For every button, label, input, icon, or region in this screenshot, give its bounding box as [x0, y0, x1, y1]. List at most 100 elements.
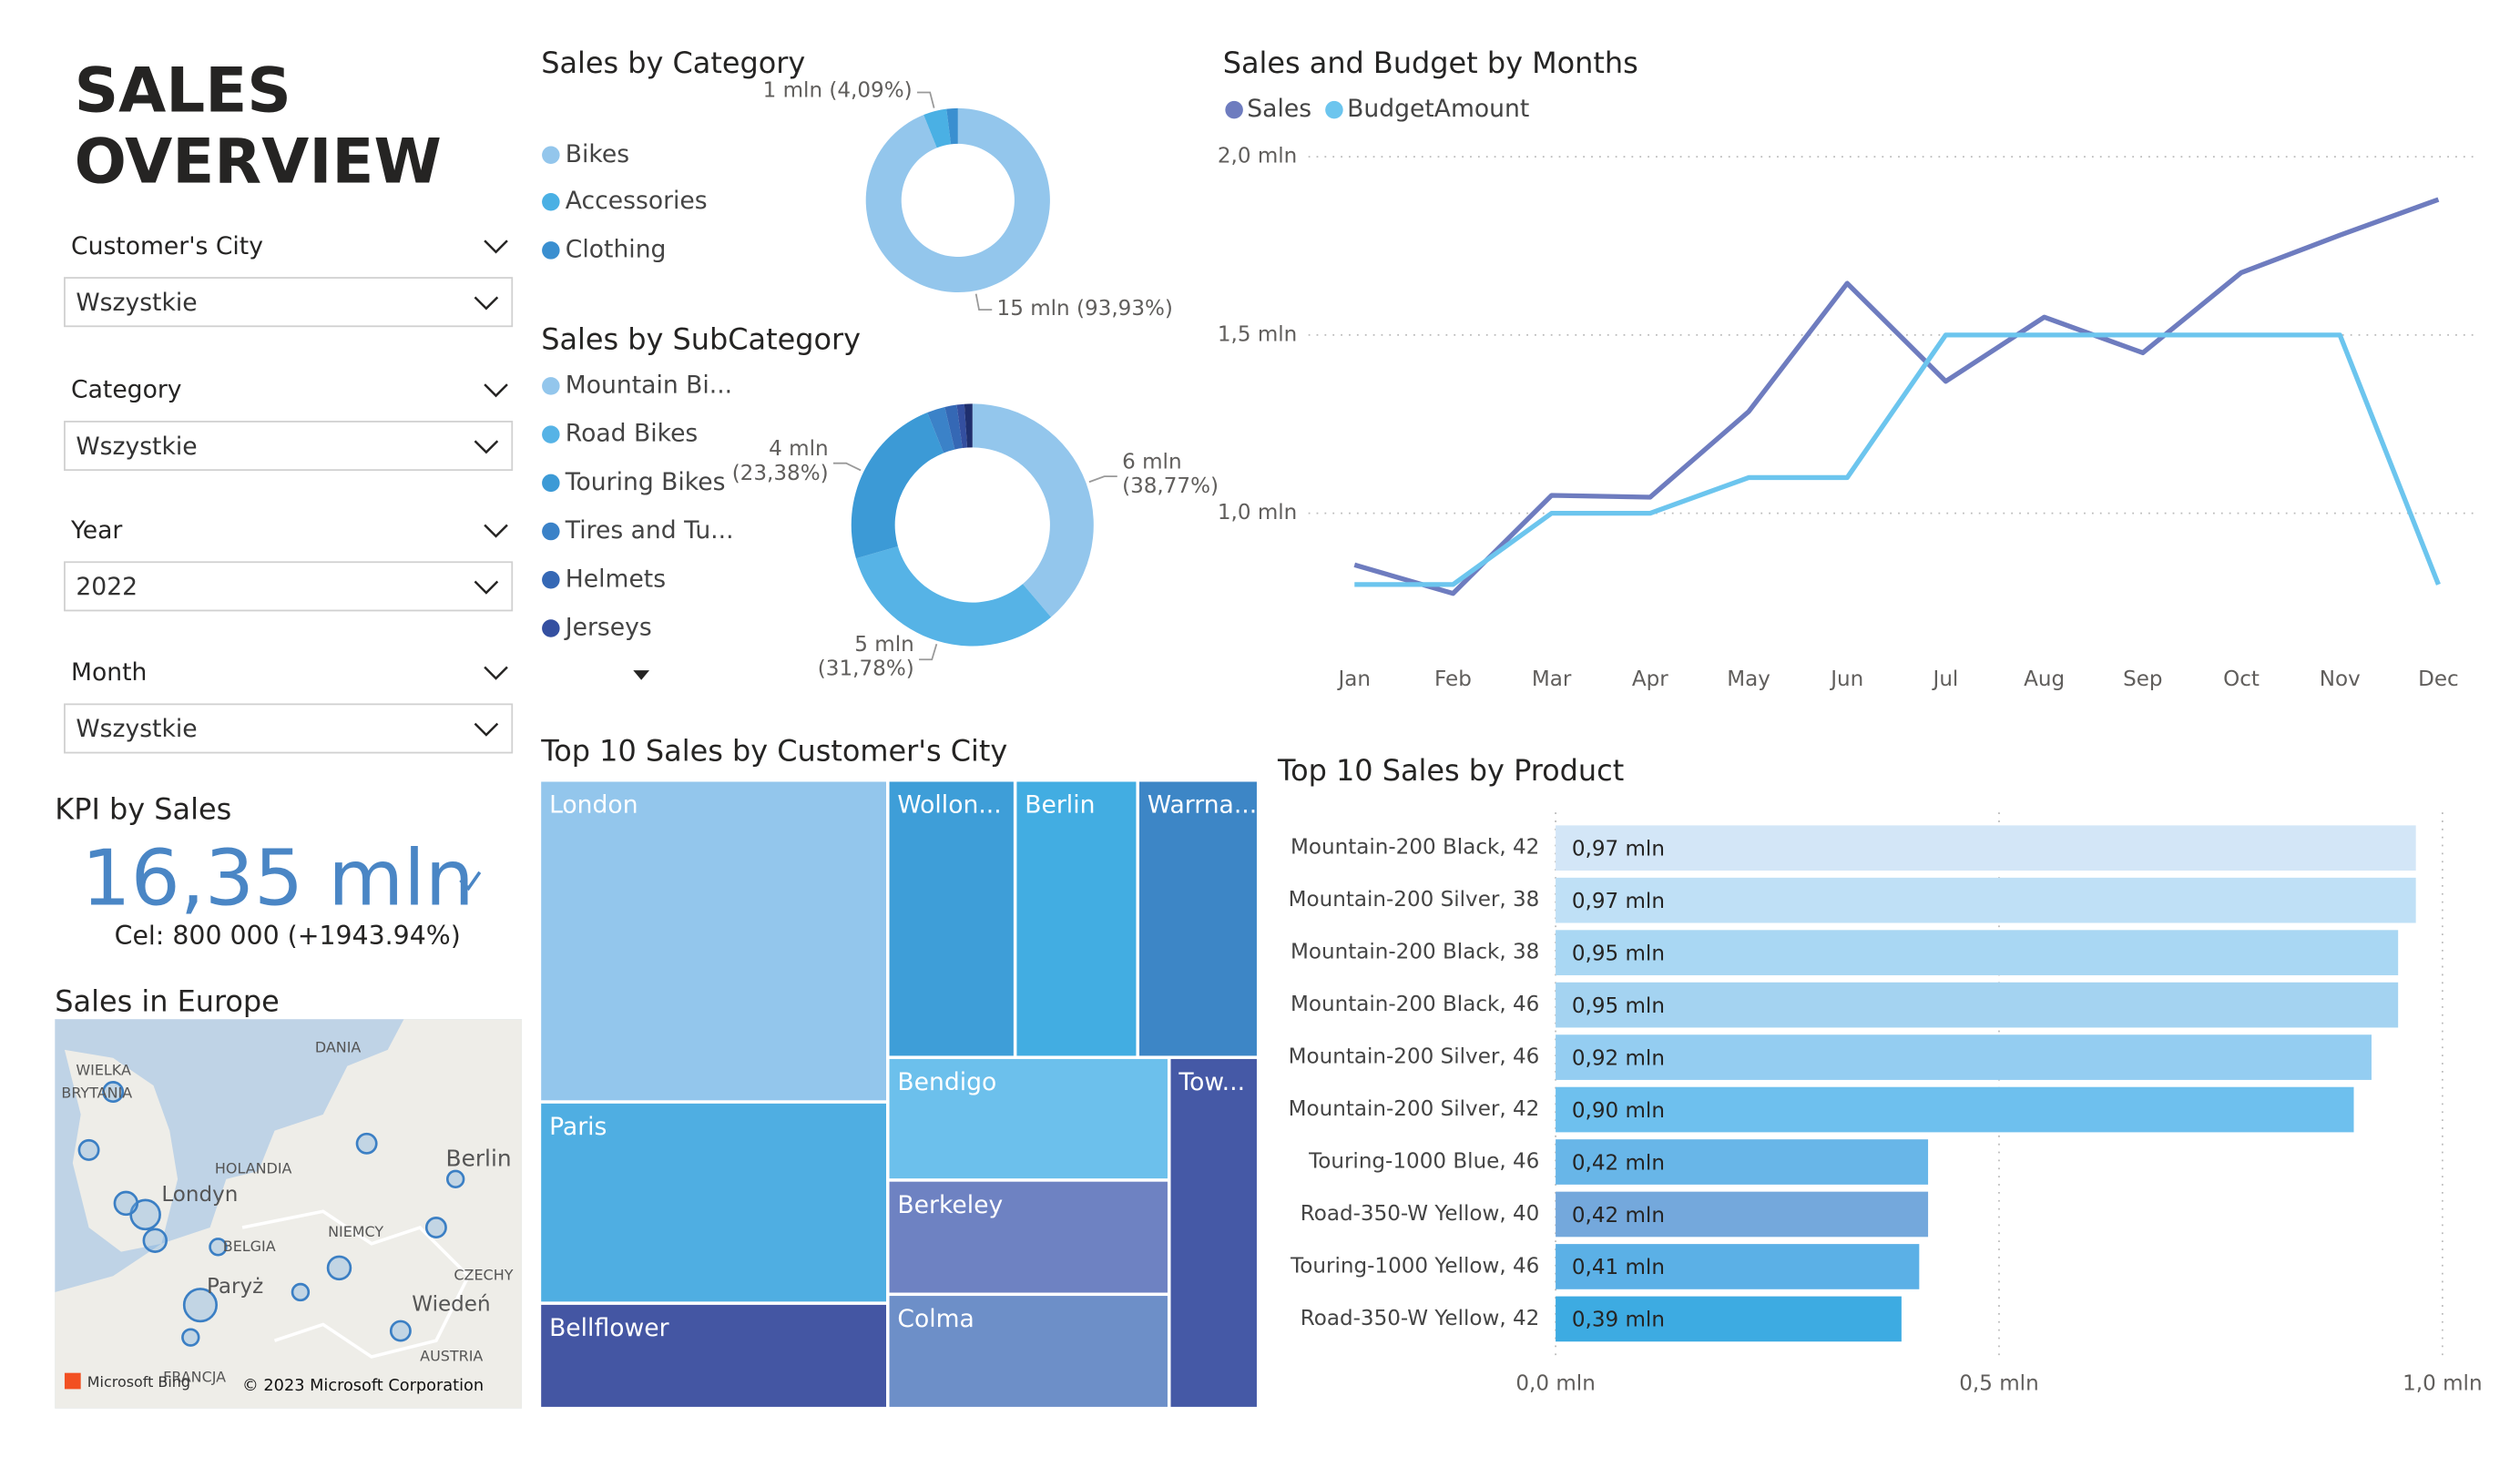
treemap-label: Warrna...: [1148, 791, 1257, 820]
map-logo-icon: [64, 1372, 81, 1390]
treemap-label: Bellflower: [549, 1314, 669, 1342]
filter-chevron: [474, 440, 499, 454]
data-label: 6 mln (38,77%): [1122, 450, 1219, 499]
legend-label: Tires and Tu...: [565, 516, 734, 545]
treemap-label: Colma: [897, 1305, 974, 1333]
filter-dropdown[interactable]: [64, 277, 514, 328]
legend-marker: [542, 192, 560, 211]
filter-dropdown[interactable]: [64, 421, 514, 472]
treemap-label: Paris: [549, 1113, 607, 1141]
data-label: 5 mln (31,78%): [817, 633, 914, 683]
x-tick-label: Nov: [2320, 667, 2361, 691]
data-label: 1 mln (4,09%): [762, 79, 913, 104]
map-bubble: [181, 1328, 200, 1347]
kpi-value: 16,35 mln: [81, 834, 474, 924]
legend-marker: [1225, 100, 1243, 119]
data-label: 0,42 mln: [1572, 1204, 1665, 1228]
bar: [1556, 877, 2416, 923]
filter-collapse[interactable]: [484, 666, 508, 680]
filter-collapse[interactable]: [484, 524, 508, 538]
treemap-label: Bendigo: [897, 1068, 996, 1096]
data-label: 0,90 mln: [1572, 1099, 1665, 1123]
y-tick-label: Touring-1000 Blue, 46: [1308, 1150, 1539, 1174]
chart-title: Top 10 Sales by Customer's City: [540, 734, 1007, 769]
y-tick-label: 1,0 mln: [1218, 501, 1297, 525]
donut-slice: [964, 403, 973, 448]
filter-chevron: [474, 296, 499, 311]
leader-line: [832, 462, 862, 472]
legend-marker: [542, 241, 560, 260]
map-bubble: [209, 1238, 228, 1257]
y-tick-label: Mountain-200 Black, 38: [1291, 941, 1539, 964]
x-tick-label: 0,5 mln: [1959, 1372, 2038, 1396]
x-tick-label: Aug: [2024, 667, 2065, 691]
treemap-cell: [889, 1058, 1168, 1179]
y-tick-label: Road-350-W Yellow, 40: [1301, 1202, 1540, 1226]
treemap-cell: [889, 1296, 1168, 1407]
x-tick-label: Sep: [2123, 667, 2162, 691]
x-tick-label: Mar: [1532, 667, 1572, 691]
map-label: HOLANDIA: [215, 1160, 292, 1177]
chart-title: Sales and Budget by Months: [1223, 46, 1638, 80]
kpi-title: KPI by Sales: [55, 791, 231, 826]
chart-title: Sales by Category: [541, 46, 805, 80]
filter-dropdown[interactable]: [64, 561, 514, 612]
data-label: 0,92 mln: [1572, 1046, 1665, 1070]
x-tick-label: May: [1727, 667, 1770, 691]
donut-slice: [851, 412, 944, 559]
filter-dropdown[interactable]: [64, 703, 514, 754]
leader-line: [919, 643, 938, 661]
map-bubble: [326, 1255, 352, 1281]
map-bubble: [77, 1138, 100, 1161]
filter-label: Month: [71, 658, 147, 687]
filter-value: Wszystkie: [76, 715, 197, 743]
filter-value: Wszystkie: [76, 289, 197, 317]
map-border: [241, 1209, 471, 1359]
legend-label: Helmets: [566, 565, 666, 593]
legend-label: Road Bikes: [566, 420, 699, 448]
bar: [1556, 1086, 2354, 1133]
filter-collapse[interactable]: [484, 239, 508, 254]
treemap-label: Berlin: [1025, 791, 1095, 820]
map-land: [55, 1019, 522, 1409]
treemap-cell: [541, 1103, 887, 1302]
data-label: 4 mln (23,38%): [731, 437, 829, 486]
legend-marker: [542, 474, 560, 493]
map-bubble: [355, 1132, 378, 1155]
donut-slice: [865, 107, 1050, 293]
legend-marker: [1325, 100, 1343, 119]
data-label: 0,95 mln: [1572, 994, 1665, 1018]
legend-label: Clothing: [566, 235, 667, 263]
x-tick-label: Oct: [2223, 667, 2260, 691]
bar: [1556, 1244, 1920, 1289]
y-tick-label: Road-350-W Yellow, 42: [1301, 1307, 1540, 1330]
map-base: [55, 1019, 522, 1409]
treemap-label: Berkeley: [897, 1191, 1003, 1219]
map-bubble: [142, 1228, 168, 1253]
map-label: CZECHY: [454, 1267, 513, 1284]
map-bubble: [113, 1190, 139, 1217]
y-tick-label: 1,5 mln: [1218, 322, 1297, 346]
leader-line: [916, 91, 935, 108]
map-label: Berlin: [446, 1146, 512, 1172]
map-bubble: [424, 1217, 447, 1238]
y-tick-label: Mountain-200 Silver, 38: [1289, 888, 1540, 912]
legend-label: Mountain Bi...: [566, 371, 732, 399]
donut-slice: [923, 108, 952, 148]
bar: [1556, 1139, 1929, 1185]
donut-slice: [972, 403, 1094, 617]
data-label: 0,42 mln: [1572, 1151, 1665, 1175]
legend-marker: [542, 146, 560, 165]
y-tick-label: Touring-1000 Yellow, 46: [1290, 1254, 1539, 1278]
kpi-goal: Cel: 800 000 (+1943.94%): [115, 921, 461, 951]
x-tick-label: 1,0 mln: [2403, 1372, 2482, 1396]
x-tick-label: Jan: [1336, 667, 1371, 691]
filter-value: 2022: [76, 573, 138, 601]
filter-collapse[interactable]: [484, 383, 508, 398]
legend-more[interactable]: [633, 670, 650, 680]
legend-label: Sales: [1247, 95, 1311, 123]
legend-marker: [542, 377, 560, 395]
treemap-cell: [1016, 781, 1137, 1056]
map-label: BELGIA: [223, 1238, 276, 1255]
treemap-cell: [889, 781, 1014, 1056]
